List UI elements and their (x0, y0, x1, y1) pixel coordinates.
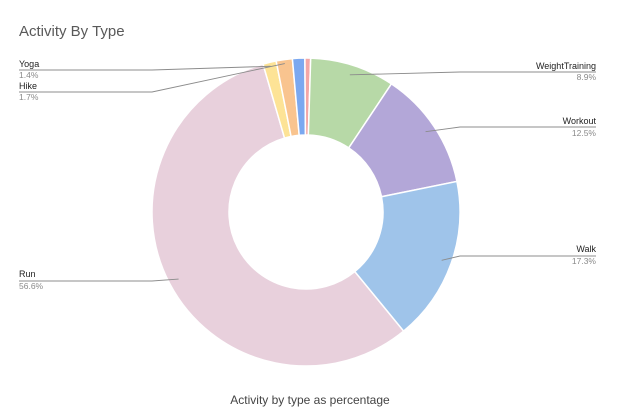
slice-label-walk: Walk (576, 244, 596, 254)
slice-walk (353, 180, 461, 333)
slice-value-hike: 1.7% (19, 92, 39, 102)
leader-line-workout (425, 126, 596, 133)
slice-value-workout: 12.5% (572, 128, 597, 138)
slice-value-run: 56.6% (19, 281, 44, 291)
slice-label-weighttraining: WeightTraining (536, 61, 596, 71)
chart-subtitle: Activity by type as percentage (230, 393, 390, 407)
leader-line-weighttraining (349, 71, 596, 76)
slice-label-workout: Workout (563, 116, 597, 126)
leader-line-run (19, 278, 179, 282)
slice-label-yoga: Yoga (19, 59, 39, 69)
leader-line-walk (441, 255, 596, 261)
slice-label-run: Run (19, 269, 36, 279)
slice-run (151, 63, 405, 367)
slice-value-walk: 17.3% (572, 256, 597, 266)
leader-line-hike (19, 63, 285, 93)
chart-title: Activity By Type (19, 23, 125, 40)
slice-value-yoga: 1.4% (19, 70, 39, 80)
slice-group (151, 57, 461, 367)
leader-line-yoga (19, 65, 271, 71)
slice-value-weighttraining: 8.9% (577, 72, 597, 82)
slice-label-hike: Hike (19, 81, 37, 91)
